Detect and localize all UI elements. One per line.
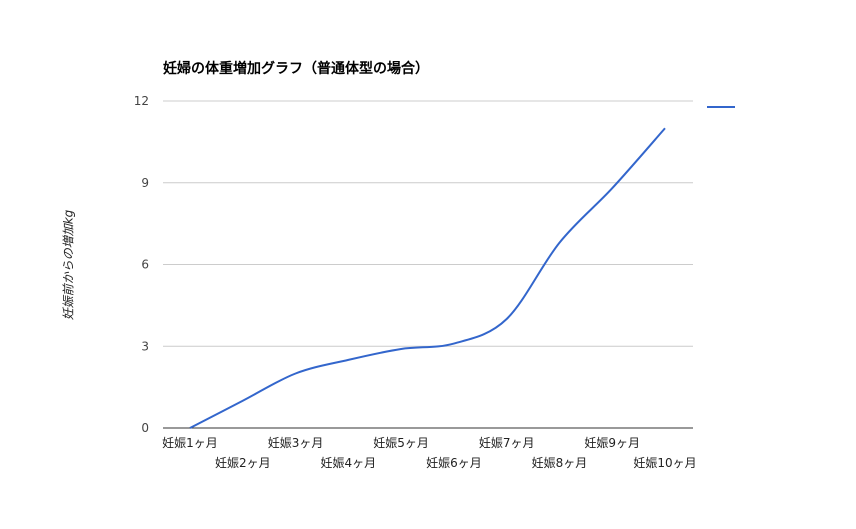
series-line xyxy=(189,127,666,429)
x-tick-label: 妊娠7ヶ月 xyxy=(479,436,535,450)
y-tick-label: 9 xyxy=(141,176,149,190)
y-tick-label: 6 xyxy=(141,258,149,272)
x-tick-label: 妊娠1ヶ月 xyxy=(162,436,218,450)
y-tick-label: 0 xyxy=(141,421,149,435)
x-tick-label: 妊娠6ヶ月 xyxy=(426,456,482,470)
y-tick-label: 3 xyxy=(141,339,149,353)
x-tick-label: 妊娠2ヶ月 xyxy=(215,456,271,470)
x-tick-label: 妊娠4ヶ月 xyxy=(321,456,377,470)
x-tick-label: 妊娠10ヶ月 xyxy=(633,456,696,470)
y-tick-label: 12 xyxy=(134,94,149,108)
x-tick-label: 妊娠5ヶ月 xyxy=(373,436,429,450)
x-tick-label: 妊娠9ヶ月 xyxy=(584,436,640,450)
x-tick-label: 妊娠3ヶ月 xyxy=(268,436,324,450)
x-tick-label: 妊娠8ヶ月 xyxy=(532,456,588,470)
chart-title: 妊婦の体重増加グラフ（普通体型の場合） xyxy=(163,61,429,77)
